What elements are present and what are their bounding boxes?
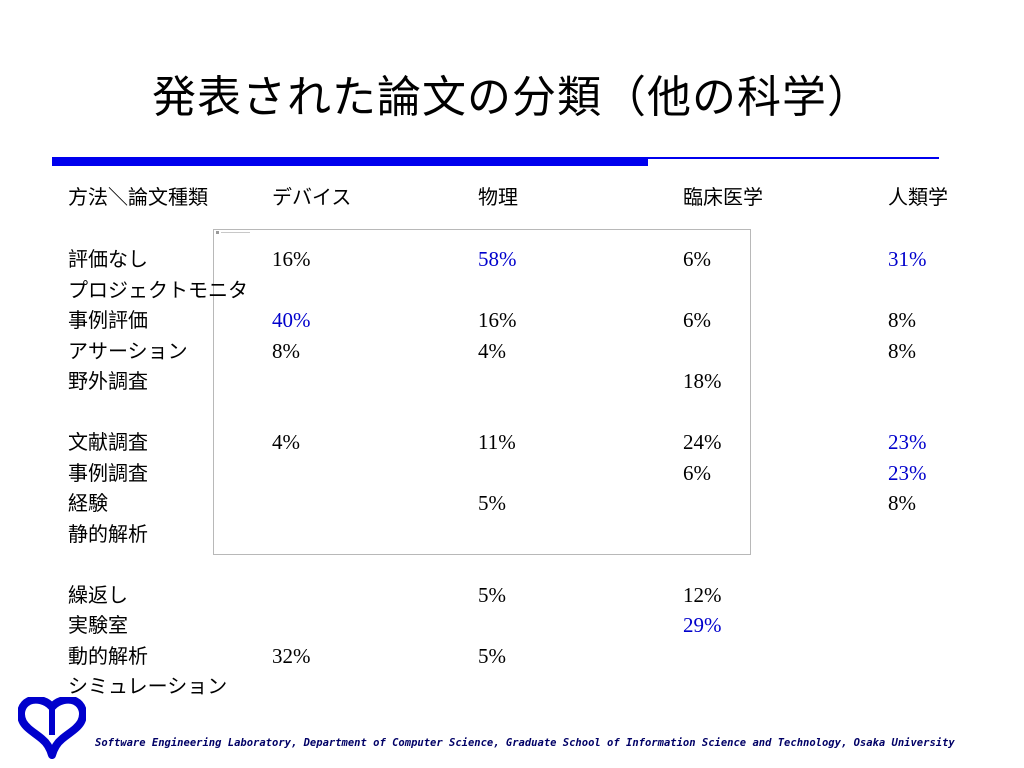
header-device: デバイス xyxy=(272,185,352,209)
cell-device: 16% xyxy=(272,247,311,271)
row-label: 評価なし xyxy=(68,247,148,271)
cell-clinical: 6% xyxy=(683,308,711,332)
cell-clinical: 12% xyxy=(683,582,722,607)
table-row: 動的解析 32% 5% xyxy=(0,642,1024,672)
cell-device: 32% xyxy=(272,643,311,668)
table-row: 繰返し 5% 12% xyxy=(0,581,1024,611)
slide-title: 発表された論文の分類（他の科学） xyxy=(152,72,872,123)
cell-physics: 5% xyxy=(478,643,506,668)
row-label: 繰返し xyxy=(68,582,128,607)
cell-anthropology: 8% xyxy=(888,308,916,332)
table-row: 文献調査 4% 11% 24% 23% xyxy=(0,428,1024,458)
row-label: シミュレーション xyxy=(68,674,228,698)
cell-clinical: 29% xyxy=(683,613,722,637)
row-label: 静的解析 xyxy=(68,521,148,546)
table-row: 経験 5% 8% xyxy=(0,489,1024,519)
table-row: 実験室 29% xyxy=(0,611,1024,641)
row-label: アサーション xyxy=(68,338,188,363)
title-underline-thin xyxy=(648,157,939,159)
cell-physics: 4% xyxy=(478,338,506,363)
cell-physics: 5% xyxy=(478,582,506,607)
row-label: 文献調査 xyxy=(68,430,148,454)
cell-device: 8% xyxy=(272,338,300,363)
header-method: 方法＼論文種類 xyxy=(68,185,208,209)
cell-anthropology: 8% xyxy=(888,491,916,515)
cell-device: 4% xyxy=(272,430,300,454)
table-row: アサーション 8% 4% 8% xyxy=(0,337,1024,367)
table-row: シミュレーション xyxy=(0,672,1024,702)
cell-anthropology: 23% xyxy=(888,430,927,454)
cell-clinical: 6% xyxy=(683,460,711,485)
row-label: 事例調査 xyxy=(68,460,148,485)
row-label: 事例評価 xyxy=(68,308,148,332)
header-clinical-medicine: 臨床医学 xyxy=(683,185,763,209)
cell-anthropology: 31% xyxy=(888,247,927,271)
row-label: 経験 xyxy=(68,491,108,515)
cell-physics: 5% xyxy=(478,491,506,515)
cell-device: 40% xyxy=(272,308,311,332)
cell-clinical: 24% xyxy=(683,430,722,454)
title-underline-thick xyxy=(52,157,648,166)
cell-physics: 16% xyxy=(478,308,517,332)
cell-clinical: 18% xyxy=(683,369,722,393)
table-row: 野外調査 18% xyxy=(0,367,1024,397)
table-row: 静的解析 xyxy=(0,520,1024,550)
header-anthropology: 人類学 xyxy=(888,185,948,209)
table-row: 事例評価 40% 16% 6% 8% xyxy=(0,306,1024,336)
row-label: 実験室 xyxy=(68,613,128,637)
cell-physics: 11% xyxy=(478,430,516,454)
table-header-row: 方法＼論文種類 デバイス 物理 臨床医学 人類学 xyxy=(0,183,1024,213)
table-row xyxy=(0,398,1024,428)
embedded-object-placeholder-icon xyxy=(216,231,250,234)
embedded-object-frame xyxy=(213,229,751,555)
cell-clinical: 6% xyxy=(683,247,711,271)
row-label: プロジェクトモニタ xyxy=(68,277,248,302)
table-row xyxy=(0,550,1024,580)
table-row: プロジェクトモニタ xyxy=(0,276,1024,306)
cell-anthropology: 8% xyxy=(888,338,916,363)
cell-physics: 58% xyxy=(478,247,517,271)
cell-anthropology: 23% xyxy=(888,460,927,485)
table-row: 事例調査 6% 23% xyxy=(0,459,1024,489)
header-physics: 物理 xyxy=(478,185,518,209)
row-label: 野外調査 xyxy=(68,369,148,393)
osaka-university-logo-icon xyxy=(18,697,86,759)
row-label: 動的解析 xyxy=(68,643,148,668)
footer-text: Software Engineering Laboratory, Departm… xyxy=(95,737,955,749)
table-row: 評価なし 16% 58% 6% 31% xyxy=(0,245,1024,275)
